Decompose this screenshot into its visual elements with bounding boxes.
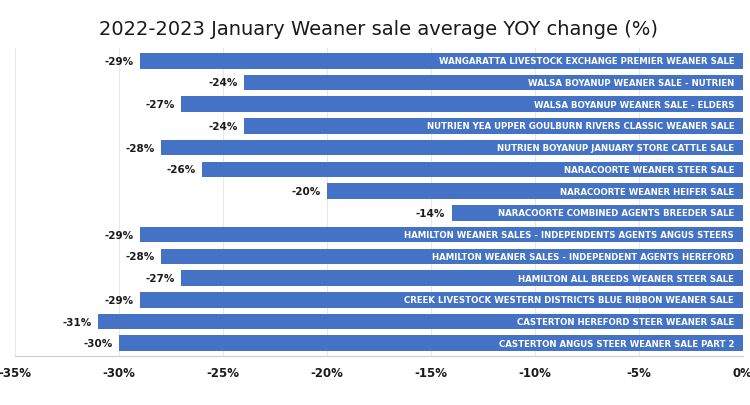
Text: NARACOORTE WEANER HEIFER SALE: NARACOORTE WEANER HEIFER SALE — [560, 187, 734, 196]
Bar — [452, 205, 742, 221]
Bar — [182, 97, 742, 113]
Text: NUTRIEN BOYANUP JANUARY STORE CATTLE SALE: NUTRIEN BOYANUP JANUARY STORE CATTLE SAL… — [497, 144, 734, 153]
Bar — [182, 271, 742, 286]
Text: -28%: -28% — [125, 252, 154, 262]
Text: -26%: -26% — [166, 165, 196, 175]
Text: CASTERTON HEREFORD STEER WEANER SALE: CASTERTON HEREFORD STEER WEANER SALE — [517, 317, 734, 326]
Bar — [327, 184, 742, 200]
Bar — [98, 314, 742, 330]
Text: CREEK LIVESTOCK WESTERN DISTRICTS BLUE RIBBON WEANER SALE: CREEK LIVESTOCK WESTERN DISTRICTS BLUE R… — [404, 296, 734, 305]
Bar — [140, 292, 742, 308]
Text: -28%: -28% — [125, 143, 154, 153]
Bar — [140, 227, 742, 243]
Text: NARACOORTE COMBINED AGENTS BREEDER SALE: NARACOORTE COMBINED AGENTS BREEDER SALE — [498, 209, 734, 218]
Bar — [244, 75, 742, 91]
Text: WANGARATTA LIVESTOCK EXCHANGE PREMIER WEANER SALE: WANGARATTA LIVESTOCK EXCHANGE PREMIER WE… — [439, 57, 734, 66]
Text: CASTERTON ANGUS STEER WEANER SALE PART 2: CASTERTON ANGUS STEER WEANER SALE PART 2 — [499, 339, 734, 348]
Text: -24%: -24% — [208, 122, 238, 132]
Text: -29%: -29% — [104, 57, 134, 66]
Text: HAMILTON WEANER SALES - INDEPENDENT AGENTS HEREFORD: HAMILTON WEANER SALES - INDEPENDENT AGEN… — [432, 252, 734, 261]
Bar — [160, 141, 742, 156]
Bar — [244, 119, 742, 134]
Text: -27%: -27% — [146, 100, 175, 110]
Bar — [202, 162, 742, 178]
Text: -29%: -29% — [104, 230, 134, 240]
Bar — [119, 336, 742, 351]
Text: NUTRIEN YEA UPPER GOULBURN RIVERS CLASSIC WEANER SALE: NUTRIEN YEA UPPER GOULBURN RIVERS CLASSI… — [427, 122, 734, 131]
Text: NARACOORTE WEANER STEER SALE: NARACOORTE WEANER STEER SALE — [564, 166, 734, 175]
Text: -20%: -20% — [291, 187, 320, 197]
Text: WALSA BOYANUP WEANER SALE - ELDERS: WALSA BOYANUP WEANER SALE - ELDERS — [534, 100, 734, 109]
Text: -27%: -27% — [146, 273, 175, 283]
Text: -29%: -29% — [104, 295, 134, 305]
Text: -24%: -24% — [208, 78, 238, 88]
Title: 2022-2023 January Weaner sale average YOY change (%): 2022-2023 January Weaner sale average YO… — [99, 20, 658, 39]
Text: -31%: -31% — [63, 317, 92, 327]
Text: WALSA BOYANUP WEANER SALE - NUTRIEN: WALSA BOYANUP WEANER SALE - NUTRIEN — [528, 79, 734, 88]
Bar — [140, 54, 742, 69]
Text: -30%: -30% — [83, 339, 112, 348]
Text: HAMILTON ALL BREEDS WEANER STEER SALE: HAMILTON ALL BREEDS WEANER STEER SALE — [518, 274, 734, 283]
Bar — [160, 249, 742, 264]
Text: -14%: -14% — [416, 208, 446, 218]
Text: HAMILTON WEANER SALES - INDEPENDENTS AGENTS ANGUS STEERS: HAMILTON WEANER SALES - INDEPENDENTS AGE… — [404, 230, 734, 239]
